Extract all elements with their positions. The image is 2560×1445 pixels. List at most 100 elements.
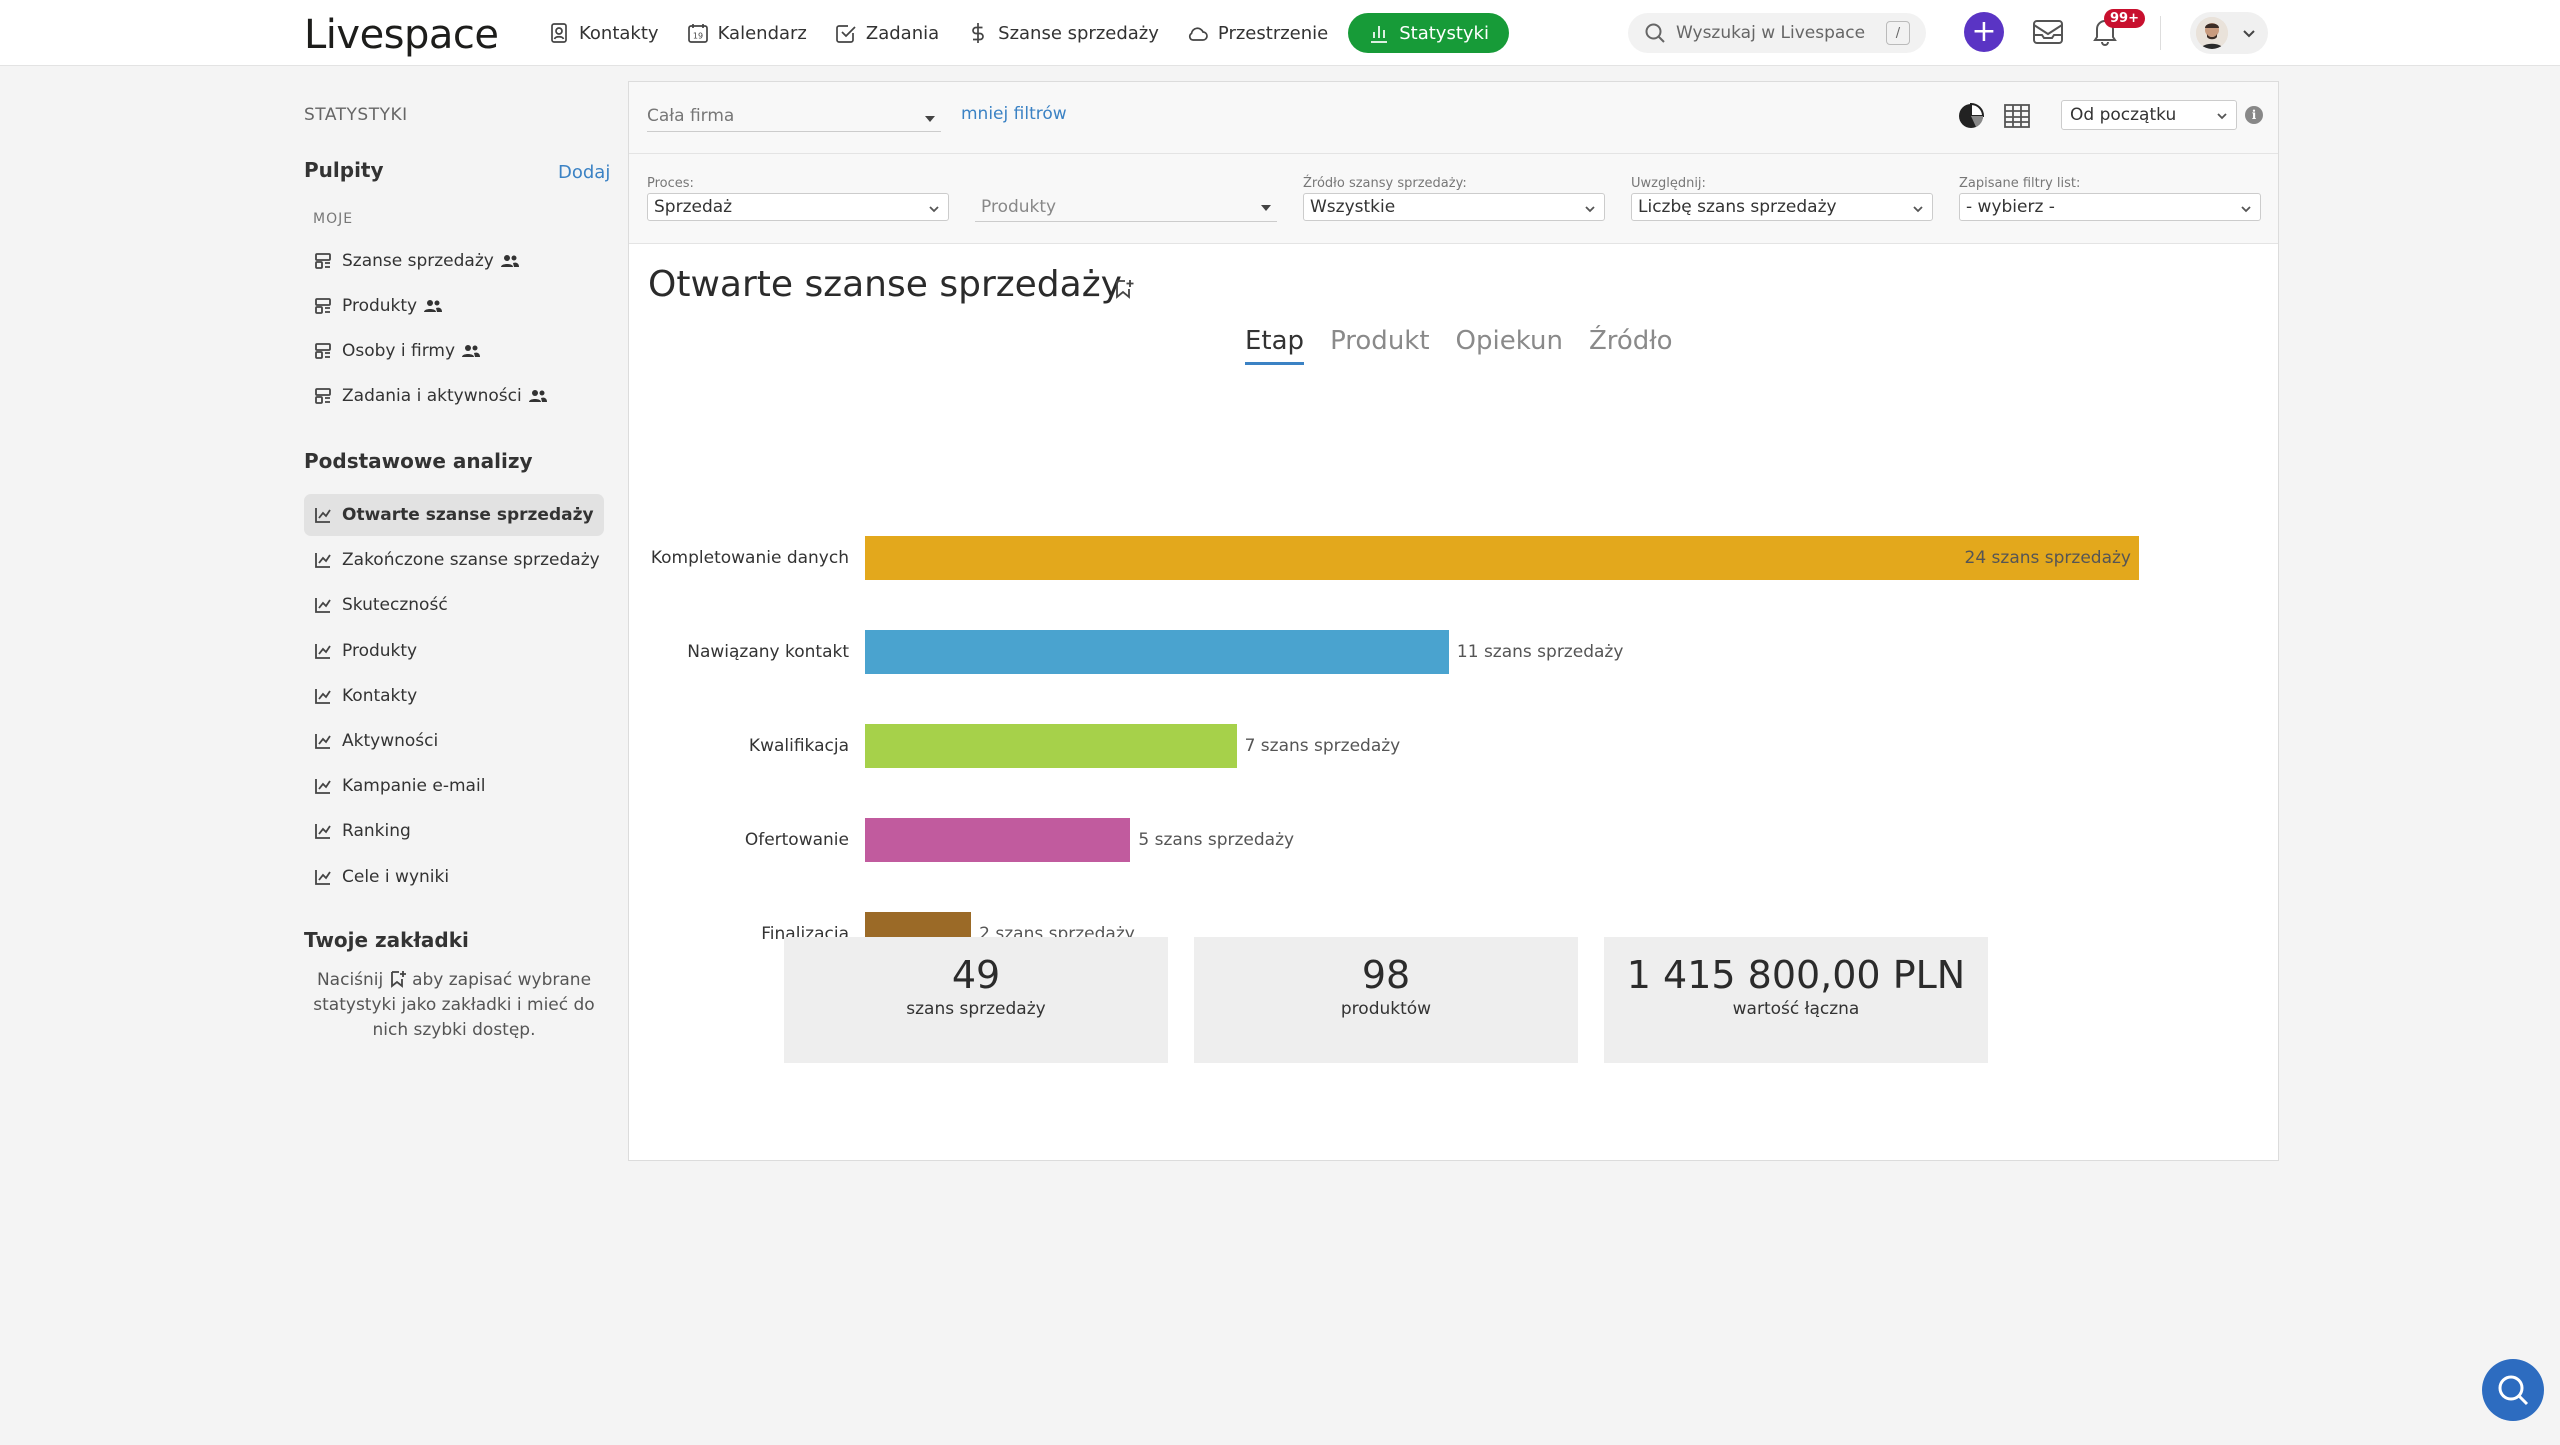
line-chart-icon — [315, 734, 331, 749]
mail-icon — [2033, 20, 2063, 44]
bar[interactable] — [865, 630, 1449, 674]
caret-down-icon — [1261, 205, 1271, 211]
saved-filters-label: Zapisane filtry list: — [1959, 176, 2081, 191]
nav-item-label: Zadania — [865, 22, 940, 44]
nav-item-statistics[interactable]: Statystyki — [1348, 13, 1509, 53]
bar-value-label: 7 szans sprzedaży — [1244, 736, 1401, 756]
search-icon — [2498, 1375, 2529, 1406]
line-chart-icon — [315, 553, 331, 568]
table-view-icon[interactable] — [2003, 103, 2031, 129]
sidebar-item-analysis[interactable]: Ranking — [304, 810, 604, 852]
people-icon — [424, 300, 443, 312]
products-select-value: Produkty — [981, 197, 1057, 217]
summary-products-count: 98 produktów — [1194, 937, 1578, 1063]
tab-source[interactable]: Źródło — [1588, 326, 1673, 356]
sidebar-item-dashboard-products[interactable]: Produkty — [304, 285, 604, 327]
nav-item-spaces[interactable]: Przestrzenie — [1173, 13, 1342, 53]
sidebar-item-analysis[interactable]: Skuteczność — [304, 584, 604, 626]
analyses-title: Podstawowe analizy — [304, 449, 533, 473]
report-title: Otwarte szanse sprzedaży — [648, 264, 1122, 305]
sidebar-item-label: Otwarte szanse sprzedaży — [342, 505, 594, 525]
people-icon — [462, 345, 481, 357]
add-dashboard-link[interactable]: Dodaj — [558, 162, 611, 183]
bar-category-label: Kompletowanie danych — [650, 548, 849, 568]
tab-product[interactable]: Produkt — [1330, 326, 1430, 356]
process-filter: Proces: Sprzedaż — [647, 176, 949, 221]
mine-label: MOJE — [313, 211, 354, 227]
sidebar-item-dashboard-tasks[interactable]: Zadania i aktywności — [304, 375, 604, 417]
products-filter: Produkty — [975, 194, 1277, 222]
period-select[interactable]: Od początku — [2061, 100, 2237, 130]
nav-item-calendar[interactable]: 19 Kalendarz — [673, 13, 821, 53]
checkbox-icon — [836, 25, 856, 43]
bar-value-label: 11 szans sprzedaży — [1456, 642, 1624, 662]
cloud-icon — [1188, 27, 1208, 41]
bar[interactable] — [865, 724, 1237, 768]
sidebar-item-analysis[interactable]: Otwarte szanse sprzedaży — [304, 494, 604, 536]
saved-filters-select[interactable]: - wybierz - — [1959, 193, 2261, 221]
sidebar-item-dashboard-people[interactable]: Osoby i firmy — [304, 330, 604, 372]
bar-value-label: 5 szans sprzedaży — [1138, 830, 1295, 850]
filter-row: Proces: Sprzedaż Produkty Źródło szansy … — [629, 154, 2278, 244]
nav-item-label: Szanse sprzedaży — [998, 22, 1159, 44]
nav-item-contacts[interactable]: Kontakty — [534, 13, 673, 53]
add-new-button[interactable]: + — [1964, 12, 2004, 52]
source-select-value: Wszystkie — [1310, 197, 1396, 217]
bar[interactable] — [865, 536, 2139, 580]
tab-stage[interactable]: Etap — [1245, 326, 1305, 365]
nav-item-tasks[interactable]: Zadania — [821, 13, 953, 53]
sidebar-item-analysis[interactable]: Cele i wyniki — [304, 856, 604, 898]
sidebar-item-analysis[interactable]: Aktywności — [304, 720, 604, 762]
notifications-badge: 99+ — [2104, 9, 2145, 28]
summary-label: szans sprzedaży — [906, 999, 1046, 1019]
sidebar-item-analysis[interactable]: Kampanie e-mail — [304, 765, 604, 807]
include-select-value: Liczbę szans sprzedaży — [1638, 197, 1837, 217]
sidebar-item-label: Szanse sprzedaży — [342, 251, 494, 271]
sidebar-item-label: Aktywności — [342, 731, 439, 751]
nav-item-label: Kontakty — [579, 22, 659, 44]
source-select[interactable]: Wszystkie — [1303, 193, 1605, 221]
pie-chart-icon[interactable] — [1957, 102, 1985, 130]
source-filter-label: Źródło szansy sprzedaży: — [1303, 176, 1467, 191]
dashboards-title: Pulpity — [304, 158, 384, 182]
line-chart-icon — [315, 689, 331, 704]
chevron-down-icon — [929, 206, 939, 213]
process-select-value: Sprzedaż — [654, 197, 733, 217]
plus-icon: + — [1971, 14, 1997, 49]
livespace-logo[interactable]: Livespace — [304, 12, 499, 58]
mail-button[interactable] — [2032, 18, 2064, 46]
sidebar-item-label: Zadania i aktywności — [342, 386, 522, 406]
search-icon — [1645, 23, 1665, 43]
company-select[interactable]: Cała firma — [647, 102, 941, 132]
bar-category-label: Nawiązany kontakt — [687, 642, 849, 662]
summary-stats: 49 szans sprzedaży 98 produktów 1 415 80… — [784, 937, 2014, 1063]
process-select[interactable]: Sprzedaż — [647, 193, 949, 221]
dashboard-icon — [315, 298, 331, 314]
tab-owner[interactable]: Opiekun — [1455, 326, 1563, 356]
bar[interactable] — [865, 818, 1131, 862]
main-nav: Kontakty 19 Kalendarz Zadania Szanse spr… — [534, 13, 1509, 53]
bookmarks-tip: Naciśnij aby zapisać wybrane statystyki … — [304, 968, 604, 1043]
user-menu-button[interactable] — [2190, 12, 2268, 54]
sidebar-item-analysis[interactable]: Zakończone szanse sprzedaży — [304, 539, 604, 581]
include-filter: Uwzględnij: Liczbę szans sprzedaży — [1631, 176, 1933, 221]
info-icon[interactable]: i — [2245, 106, 2263, 124]
sidebar-item-analysis[interactable]: Produkty — [304, 630, 604, 672]
include-select[interactable]: Liczbę szans sprzedaży — [1631, 193, 1933, 221]
source-filter: Źródło szansy sprzedaży: Wszystkie — [1303, 176, 1605, 221]
bar-chart-icon — [1371, 26, 1388, 43]
statistics-panel: Cała firma mniej filtrów Od początku i P… — [628, 81, 2279, 1161]
saved-filters-select-value: - wybierz - — [1966, 197, 2055, 217]
bookmarks-title: Twoje zakładki — [304, 928, 469, 952]
sidebar-header: STATYSTYKI — [304, 105, 408, 125]
search-input[interactable] — [1676, 23, 1876, 43]
less-filters-link[interactable]: mniej filtrów — [961, 104, 1067, 124]
filter-toolbar: Cała firma mniej filtrów Od początku i — [629, 82, 2278, 154]
nav-item-deals[interactable]: Szanse sprzedaży — [953, 13, 1173, 53]
products-select[interactable]: Produkty — [975, 194, 1277, 222]
summary-label: wartość łączna — [1732, 999, 1860, 1019]
sidebar-item-analysis[interactable]: Kontakty — [304, 675, 604, 717]
sidebar-item-dashboard-deals[interactable]: Szanse sprzedaży — [304, 240, 604, 282]
help-chat-button[interactable] — [2482, 1359, 2544, 1421]
bookmark-add-icon[interactable] — [1113, 278, 1135, 300]
